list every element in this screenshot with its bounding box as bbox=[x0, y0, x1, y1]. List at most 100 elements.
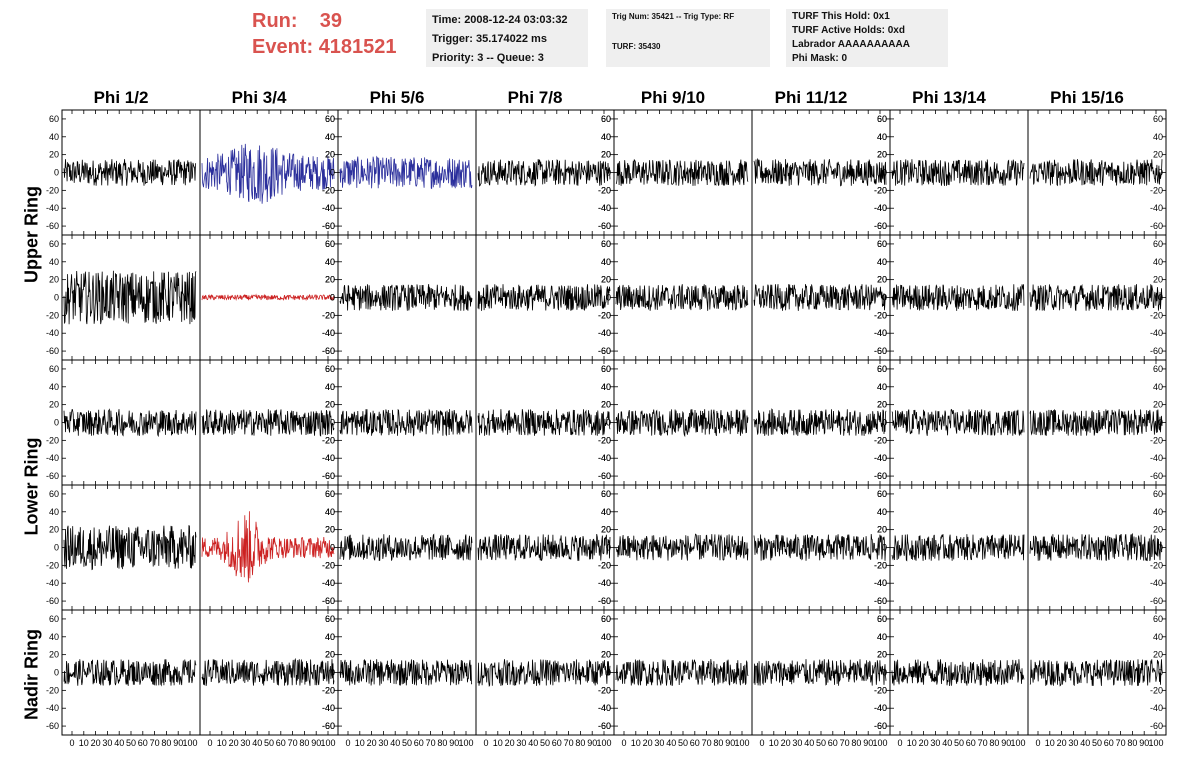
y-tick-label: -40 bbox=[46, 328, 59, 338]
x-tick-label: 100 bbox=[734, 738, 749, 748]
y-tick-label: -20 bbox=[322, 310, 335, 320]
x-tick-label: 10 bbox=[769, 738, 779, 748]
y-tick-label: -20 bbox=[46, 310, 59, 320]
x-tick-label: 20 bbox=[505, 738, 515, 748]
y-tick-label: 60 bbox=[1153, 114, 1163, 124]
x-tick-label: 30 bbox=[1068, 738, 1078, 748]
y-tick-label: 0 bbox=[330, 543, 335, 553]
y-tick-label: 40 bbox=[877, 632, 887, 642]
x-tick-label: 100 bbox=[320, 738, 335, 748]
y-tick-label: 20 bbox=[325, 525, 335, 535]
x-tick-label: 90 bbox=[311, 738, 321, 748]
y-tick-label: 20 bbox=[877, 400, 887, 410]
y-tick-label: -40 bbox=[598, 328, 611, 338]
y-tick-label: -20 bbox=[46, 560, 59, 570]
x-tick-label: 70 bbox=[150, 738, 160, 748]
y-tick-label: -20 bbox=[598, 310, 611, 320]
y-tick-label: -60 bbox=[46, 721, 59, 731]
y-tick-label: -40 bbox=[322, 453, 335, 463]
y-tick-label: -60 bbox=[874, 471, 887, 481]
waveform-trace bbox=[201, 409, 335, 437]
y-tick-label: -60 bbox=[322, 596, 335, 606]
waveform-panel-r3-c3: -60 -40 -20 0 20 40 60 bbox=[475, 484, 615, 611]
x-tick-label: 30 bbox=[516, 738, 526, 748]
waveform-trace bbox=[63, 159, 197, 186]
y-tick-label: -20 bbox=[1150, 185, 1163, 195]
y-tick-label: 20 bbox=[601, 275, 611, 285]
y-tick-label: -20 bbox=[874, 560, 887, 570]
y-tick-label: 20 bbox=[1153, 400, 1163, 410]
run-label: Run: bbox=[252, 10, 298, 32]
y-tick-label: 20 bbox=[877, 400, 887, 410]
event-value: 4181521 bbox=[318, 36, 397, 58]
run-info: Run: 39 Event: 4181521 bbox=[252, 8, 397, 60]
y-tick-label: -20 bbox=[874, 685, 887, 695]
y-tick-label: -40 bbox=[1150, 453, 1163, 463]
y-tick-label: -40 bbox=[874, 703, 887, 713]
x-tick-label: 40 bbox=[390, 738, 400, 748]
y-tick-label: -60 bbox=[1150, 721, 1163, 731]
y-tick-label: 60 bbox=[1153, 489, 1163, 499]
y-tick-label: 20 bbox=[49, 650, 59, 660]
y-tick-label: 0 bbox=[330, 418, 335, 428]
y-tick-label: -40 bbox=[874, 703, 887, 713]
x-tick-label: 10 bbox=[217, 738, 227, 748]
y-tick-label: 40 bbox=[49, 257, 59, 267]
x-tick-label: 80 bbox=[437, 738, 447, 748]
x-tick-label: 40 bbox=[666, 738, 676, 748]
x-tick-label: 50 bbox=[540, 738, 550, 748]
y-tick-label: 40 bbox=[601, 257, 611, 267]
y-tick-label: -40 bbox=[1150, 203, 1163, 213]
y-tick-label: -60 bbox=[46, 221, 59, 231]
x-tick-label: 90 bbox=[587, 738, 597, 748]
x-tick-label: 60 bbox=[276, 738, 286, 748]
waveform-trace bbox=[63, 659, 197, 687]
y-tick-label: -40 bbox=[46, 203, 59, 213]
y-tick-label: 60 bbox=[325, 364, 335, 374]
waveform-trace bbox=[753, 284, 887, 311]
y-tick-label: 20 bbox=[49, 400, 59, 410]
waveform-panel-r0-c1: -60 -40 -20 0 20 40 60 bbox=[199, 109, 339, 236]
y-tick-label: 60 bbox=[877, 114, 887, 124]
x-tick-label: 10 bbox=[1045, 738, 1055, 748]
y-tick-label: -20 bbox=[1150, 310, 1163, 320]
y-tick-label: 40 bbox=[877, 382, 887, 392]
y-tick-label: 60 bbox=[49, 614, 59, 624]
y-tick-label: -20 bbox=[1150, 435, 1163, 445]
y-tick-label: -20 bbox=[46, 685, 59, 695]
x-tick-label: 100 bbox=[1148, 738, 1163, 748]
x-tick-label: 80 bbox=[299, 738, 309, 748]
y-tick-label: -20 bbox=[874, 185, 887, 195]
y-tick-label: -40 bbox=[874, 203, 887, 213]
trigger-text: Trigger: 35.174022 ms bbox=[432, 33, 547, 45]
y-tick-label: -20 bbox=[598, 685, 611, 695]
y-tick-label: 20 bbox=[49, 150, 59, 160]
y-tick-label: -20 bbox=[874, 435, 887, 445]
x-tick-label: 0 bbox=[1035, 738, 1040, 748]
y-tick-label: 40 bbox=[877, 507, 887, 517]
y-tick-label: -40 bbox=[598, 578, 611, 588]
y-tick-label: -20 bbox=[598, 435, 611, 445]
y-tick-label: -40 bbox=[322, 328, 335, 338]
waveform-panel-r3-c4: -60 -40 -20 0 20 40 60 bbox=[598, 484, 753, 611]
waveform-trace bbox=[615, 284, 749, 311]
y-tick-label: 0 bbox=[606, 418, 611, 428]
y-tick-label: 0 bbox=[330, 668, 335, 678]
x-tick-label: 20 bbox=[643, 738, 653, 748]
y-tick-label: 60 bbox=[877, 489, 887, 499]
y-tick-label: 20 bbox=[601, 650, 611, 660]
y-tick-label: 0 bbox=[54, 168, 59, 178]
waveform-trace bbox=[201, 657, 335, 686]
run-value: 39 bbox=[319, 10, 343, 32]
y-tick-label: -20 bbox=[322, 185, 335, 195]
y-tick-label: -60 bbox=[46, 346, 59, 356]
y-tick-label: -20 bbox=[598, 435, 611, 445]
phi-mask-text: Phi Mask: 0 bbox=[792, 53, 848, 64]
y-tick-label: 40 bbox=[601, 132, 611, 142]
column-header-phi-5-6: Phi 5/6 bbox=[369, 88, 425, 107]
y-tick-label: 60 bbox=[1153, 239, 1163, 249]
x-tick-label: 0 bbox=[483, 738, 488, 748]
y-tick-label: 0 bbox=[54, 293, 59, 303]
y-tick-label: 20 bbox=[877, 150, 887, 160]
